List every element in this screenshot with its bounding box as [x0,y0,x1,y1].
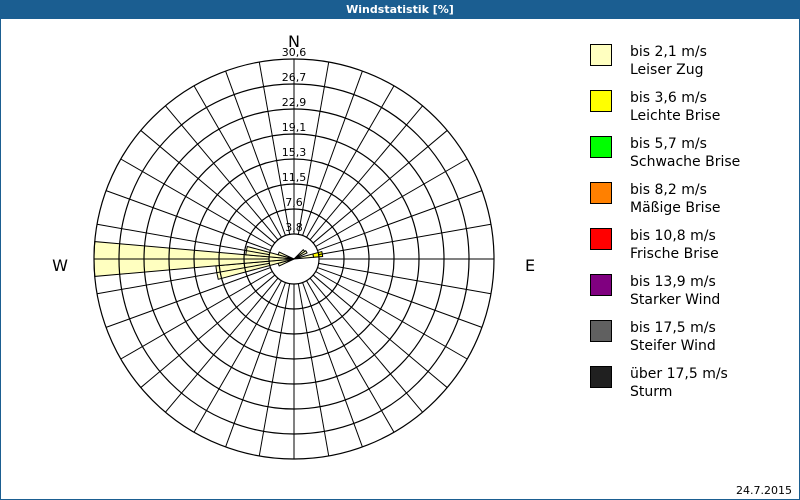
legend-label: bis 17,5 m/s Steifer Wind [630,320,716,354]
grid-spoke [318,262,492,295]
grid-spoke [165,277,279,413]
grid-spoke [105,267,271,328]
legend-swatch [590,366,612,388]
grid-spoke [140,130,276,244]
radial-tick-label: 22,9 [282,96,307,109]
compass-label-W: W [52,256,68,275]
grid-spoke [96,223,270,256]
grid-spoke [105,190,271,251]
radial-tick-label: 19,1 [282,121,307,134]
grid-spoke [312,274,448,388]
legend-swatch [590,274,612,296]
legend-label: bis 2,1 m/s Leiser Zug [630,44,707,78]
grid-spoke [312,130,448,244]
legend-swatch [590,228,612,250]
grid-spoke [317,267,483,328]
grid-spoke [302,282,363,448]
grid-spoke [306,280,395,433]
grid-spoke [315,158,468,247]
grid-spoke [140,274,276,388]
radial-tick-label: 26,7 [282,71,307,84]
grid-spoke [165,105,279,241]
grid-spoke [225,70,286,236]
radial-tick-label: 30,6 [282,46,307,59]
date-label: 24.7.2015 [736,484,792,497]
grid-spoke [315,271,468,360]
radial-tick-label: 15,3 [282,146,307,159]
legend-swatch [590,90,612,112]
grid-spoke [297,283,330,457]
legend-swatch [590,44,612,66]
grid-spoke [302,70,363,236]
wind-rose: 3,87,611,515,319,122,926,730,6NESW [52,32,535,460]
grid-spoke [193,280,282,433]
grid-spoke [258,283,291,457]
grid-spoke [120,271,273,360]
grid-spoke [120,158,273,247]
legend-swatch [590,136,612,158]
legend-label: bis 13,9 m/s Starker Wind [630,274,721,308]
compass-label-E: E [525,256,535,275]
grid-spoke [193,85,282,238]
grid-spoke [317,190,483,251]
legend-swatch [590,182,612,204]
wind-bar [277,251,295,260]
radial-tick-label: 3,8 [285,221,303,234]
grid-spoke [225,282,286,448]
radial-tick-label: 7,6 [285,196,303,209]
grid-spoke [96,262,270,295]
legend-label: bis 3,6 m/s Leichte Brise [630,90,721,124]
wind-bar [312,250,324,258]
grid-spoke [318,223,492,256]
grid-spoke [309,277,423,413]
legend-label: bis 8,2 m/s Mäßige Brise [630,182,721,216]
legend-label: bis 5,7 m/s Schwache Brise [630,136,741,170]
grid-spoke [306,85,395,238]
legend-label: bis 10,8 m/s Frische Brise [630,228,719,262]
legend-swatch [590,320,612,342]
legend-label: über 17,5 m/s Sturm [630,366,728,400]
radial-tick-label: 11,5 [282,171,307,184]
grid-spoke [309,105,423,241]
grid-spoke [258,61,291,235]
compass-label-N: N [288,32,300,51]
grid-spoke [297,61,330,235]
wind-bar [293,250,308,260]
chart-title: Windstatistik [%] [0,0,800,19]
